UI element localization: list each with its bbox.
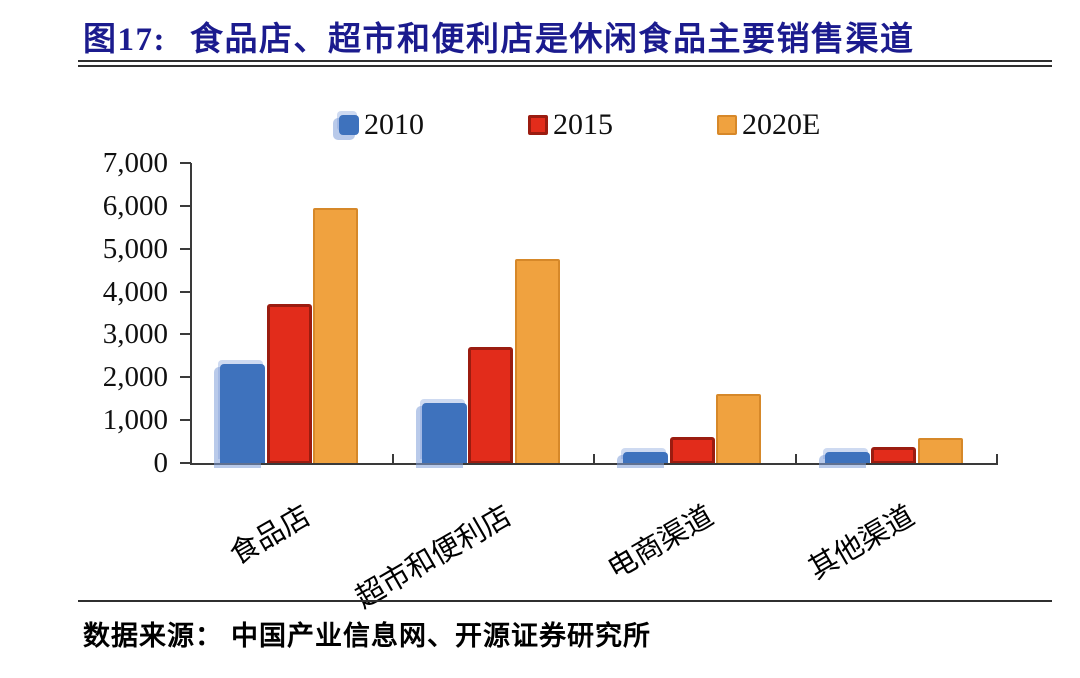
- legend-swatch-icon: [528, 115, 548, 135]
- x-axis-tick: [794, 454, 797, 464]
- chart-bar-2010-其他渠道: [824, 452, 870, 463]
- x-axis-tick: [996, 454, 998, 464]
- data-source-label: 数据来源：: [83, 621, 223, 651]
- chart-bar-2015-电商渠道: [669, 437, 715, 463]
- chart-bar-2010-超市和便利店: [421, 403, 467, 463]
- data-source: 数据来源： 中国产业信息网、开源证券研究所: [83, 614, 651, 653]
- y-axis-tick-label: 7,000: [102, 147, 168, 179]
- legend-item-2015: 2015: [528, 110, 613, 140]
- chart-bar-2020E-超市和便利店: [514, 259, 560, 463]
- title-divider: [78, 60, 1052, 67]
- y-axis-tick: [180, 333, 191, 336]
- y-axis-tick: [180, 419, 191, 422]
- y-axis-tick: [180, 204, 191, 207]
- chart-bar-2010-食品店: [220, 364, 265, 463]
- x-axis-tick: [593, 454, 595, 464]
- chart-bar-2015-食品店: [266, 304, 312, 463]
- legend-item-2020E: 2020E: [717, 110, 820, 140]
- y-axis-tick-label: 3,000: [102, 318, 168, 351]
- chart-bar-2010-电商渠道: [623, 452, 668, 463]
- chart-bar-2020E-其他渠道: [917, 438, 963, 463]
- y-axis-tick: [180, 247, 191, 250]
- y-axis-tick: [180, 162, 191, 164]
- y-axis-tick-label: 5,000: [102, 232, 168, 265]
- legend-label: 2010: [364, 108, 424, 141]
- y-axis-tick-label: 4,000: [102, 275, 168, 308]
- chart-bar-2020E-食品店: [313, 208, 358, 463]
- footer-divider: [78, 600, 1052, 602]
- y-axis-line: [190, 163, 192, 465]
- x-axis-category-label: 电商渠道: [602, 500, 719, 586]
- chart-bar-2015-其他渠道: [871, 447, 916, 463]
- y-axis-tick-label: 1,000: [102, 404, 168, 437]
- legend-label: 2015: [553, 108, 613, 141]
- figure-title: 图17: 食品店、超市和便利店是休闲食品主要销售渠道: [83, 12, 1063, 60]
- y-axis-tick-label: 2,000: [102, 361, 168, 394]
- legend-item-2010: 2010: [339, 110, 424, 140]
- y-axis-tick: [180, 462, 191, 464]
- data-source-text: 中国产业信息网、开源证券研究所: [231, 621, 651, 651]
- legend-label: 2020E: [742, 108, 821, 141]
- y-axis-tick: [180, 376, 191, 379]
- legend-swatch-icon: [339, 115, 359, 135]
- y-axis-tick-label: 6,000: [102, 189, 168, 222]
- x-axis-category-label: 其他渠道: [803, 500, 921, 586]
- legend-swatch-icon: [717, 115, 737, 135]
- figure-number-label: 图17:: [83, 22, 166, 58]
- x-axis-line: [190, 463, 998, 465]
- figure-title-text: 食品店、超市和便利店是休闲食品主要销售渠道: [190, 22, 915, 58]
- x-axis-tick: [391, 454, 394, 464]
- y-axis-tick-label: 0: [153, 447, 169, 479]
- chart-bar-2015-超市和便利店: [468, 347, 513, 463]
- x-axis-category-label: 食品店: [224, 500, 316, 572]
- y-axis-tick: [180, 290, 191, 293]
- chart-bar-2020E-电商渠道: [716, 394, 761, 463]
- x-axis-category-label: 超市和便利店: [350, 500, 518, 615]
